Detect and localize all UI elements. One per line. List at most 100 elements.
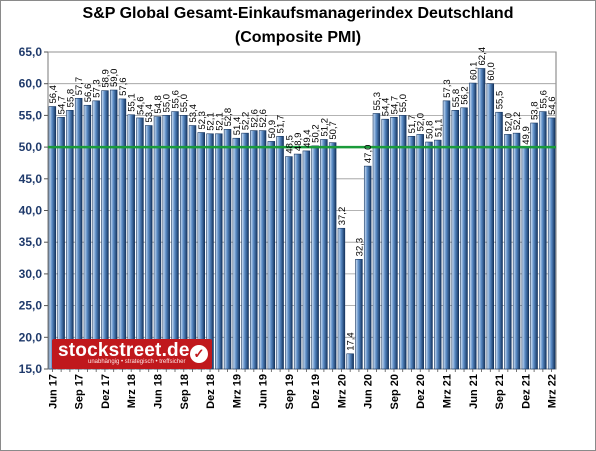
check-icon: ✓: [190, 345, 208, 363]
data-label: 55,1: [127, 93, 138, 112]
x-tick-label: Sep 18: [179, 374, 191, 409]
data-label: 50,7: [328, 121, 339, 140]
x-tick-label: Dez 20: [415, 374, 427, 409]
data-label: 54,7: [389, 96, 400, 115]
bar: [442, 100, 451, 370]
data-label: 60,1: [468, 62, 479, 81]
x-tick-label: Mrz 22: [547, 374, 559, 408]
data-label: 52,3: [197, 111, 208, 130]
data-label: 48,5: [284, 135, 295, 154]
bar: [547, 117, 556, 370]
stockstreet-logo: stockstreet.de unabhängig • strategisch …: [52, 339, 212, 369]
bar: [311, 145, 319, 370]
data-label: 51,7: [407, 115, 418, 134]
data-label: 55,0: [179, 94, 190, 113]
data-label: 51,2: [319, 118, 330, 137]
bar: [74, 97, 83, 370]
bars: [48, 68, 556, 370]
data-label: 57,3: [92, 79, 103, 98]
bar: [276, 136, 284, 370]
bar: [285, 156, 293, 370]
y-axis-ticks: 15,0 20,0 25,0 30,0 35,0 40,0 45,0 50,0 55,0 60,0…: [19, 45, 48, 376]
data-label: 17,4: [346, 332, 357, 351]
x-tick-label: Mrz 19: [231, 374, 243, 408]
bar: [346, 353, 354, 370]
data-label: 53,8: [530, 102, 541, 121]
x-tick-label: Jun 20: [363, 374, 375, 409]
data-label: 54,4: [381, 98, 392, 117]
x-tick-label: Sep 20: [389, 374, 401, 409]
x-tick-label: Jun 17: [47, 374, 59, 409]
bar: [162, 115, 170, 370]
bar: [416, 134, 424, 370]
x-tick-label: Dez 21: [520, 374, 532, 409]
y-tick-label: 20,0: [19, 330, 43, 344]
y-tick-label: 25,0: [19, 299, 43, 313]
bar: [381, 118, 389, 370]
data-label: 57,6: [118, 77, 129, 96]
bar: [188, 125, 197, 370]
data-label: 57,3: [442, 79, 453, 98]
data-label: 52,2: [512, 112, 523, 131]
bar: [267, 141, 276, 370]
bar: [320, 139, 328, 370]
data-label: 51,7: [276, 115, 287, 134]
bar: [136, 117, 144, 370]
x-tick-label: Sep 19: [284, 374, 296, 409]
data-label: 52,2: [241, 112, 252, 131]
bar: [302, 150, 311, 370]
data-label: 62,4: [477, 47, 488, 66]
bar: [83, 104, 92, 370]
y-tick-label: 40,0: [19, 204, 43, 218]
x-tick-label: Mrz 18: [126, 374, 138, 408]
bar: [197, 132, 205, 370]
data-label: 52,6: [249, 109, 260, 128]
data-label: 55,0: [398, 94, 409, 113]
value-labels: 56,454,755,857,756,657,358,959,057,655,1…: [48, 47, 558, 351]
logo-text: stockstreet.de: [58, 340, 190, 361]
x-axis-ticks: Jun 17 Sep 17 Dez 17 Mrz 18 Jun 18 Sep 18 Dez …: [47, 369, 559, 409]
data-label: 55,6: [538, 90, 549, 109]
bar: [469, 82, 477, 370]
bar: [434, 139, 442, 370]
y-tick-label: 35,0: [19, 235, 43, 249]
data-label: 52,0: [503, 113, 514, 132]
bar: [399, 115, 407, 370]
bar: [250, 130, 258, 370]
bar: [223, 129, 232, 370]
y-tick-label: 50,0: [19, 140, 43, 154]
x-tick-label: Sep 17: [74, 374, 86, 409]
data-label: 49,4: [302, 129, 313, 148]
data-label: 59,0: [109, 69, 120, 88]
logo-tagline: unabhängig • strategisch • treffsicher: [88, 359, 186, 365]
x-tick-label: Dez 17: [100, 374, 112, 409]
bar: [118, 98, 127, 370]
bar: [539, 111, 547, 370]
data-label: 56,4: [48, 85, 59, 104]
bar: [258, 130, 267, 370]
bar: [171, 111, 179, 370]
bar: [101, 90, 109, 370]
x-tick-label: Sep 21: [494, 374, 506, 409]
bar: [92, 100, 100, 370]
bar: [127, 114, 135, 370]
bar: [390, 117, 398, 370]
data-label: 32,3: [354, 238, 365, 257]
bar: [477, 68, 486, 370]
data-label: 55,3: [372, 92, 383, 111]
bar: [495, 111, 503, 370]
bar: [355, 259, 363, 370]
x-tick-label: Dez 19: [310, 374, 322, 409]
data-label: 52,1: [214, 112, 225, 131]
data-label: 52,6: [258, 109, 269, 128]
bar: [363, 165, 372, 370]
y-tick-label: 65,0: [19, 45, 43, 59]
bar: [57, 117, 65, 370]
x-tick-label: Mrz 21: [442, 374, 454, 408]
data-label: 51,4: [232, 117, 243, 136]
data-label: 54,8: [153, 95, 164, 114]
bar: [180, 115, 188, 370]
data-label: 50,2: [311, 124, 322, 143]
data-label: 52,0: [416, 113, 427, 132]
